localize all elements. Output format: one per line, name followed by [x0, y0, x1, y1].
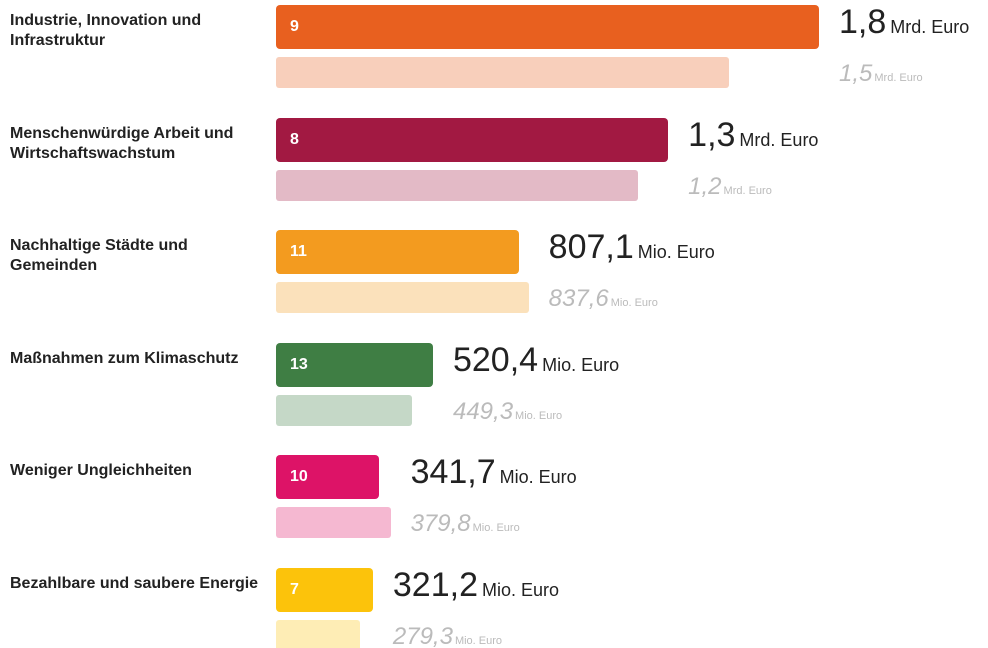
category-label: Nachhaltige Städte und Gemeinden: [10, 237, 188, 275]
value-number: 341,7: [410, 453, 496, 492]
value-unit: Mio. Euro: [481, 580, 560, 600]
value-unit: Mio. Euro: [542, 354, 620, 375]
bar: 7: [276, 568, 373, 612]
previous-value-unit: Mio. Euro: [454, 635, 503, 647]
previous-bar: [276, 620, 361, 648]
previous-value-unit: Mio. Euro: [472, 522, 520, 535]
previous-value-number: 279,3: [392, 623, 453, 648]
value-number: 520,4: [452, 340, 539, 379]
value-number: 1,3: [688, 115, 736, 154]
goal-number: 9: [290, 18, 299, 35]
previous-value-label: 1,2 Mrd. Euro: [688, 173, 772, 201]
value-unit: Mrd. Euro: [890, 17, 970, 37]
category-label: Bezahlbare und saubere Energie: [10, 575, 259, 592]
value-label: 341,7 Mio. Euro: [411, 453, 577, 492]
value-number: 807,1: [548, 228, 634, 267]
value-number: 321,2: [392, 566, 478, 604]
bar: 13: [276, 342, 433, 387]
goal-number: 11: [290, 243, 307, 261]
goal-number: 7: [290, 581, 299, 598]
value-label: 321,2 Mio. Euro: [393, 566, 559, 605]
previous-bar: [276, 169, 638, 201]
goal-number: 10: [290, 468, 308, 486]
category-label: Weniger Ungleichheiten: [10, 462, 192, 480]
previous-bar: [276, 57, 729, 88]
previous-value-label: 449,3 Mio. Euro: [453, 398, 562, 426]
previous-value-label: 837,6 Mio. Euro: [549, 285, 658, 313]
previous-value-unit: Mio. Euro: [515, 409, 563, 422]
previous-value-number: 1,2: [688, 172, 722, 200]
value-number: 1,8: [839, 3, 887, 41]
previous-value-label: 1,5 Mrd. Euro: [839, 60, 923, 88]
goal-number: 13: [290, 355, 308, 373]
value-unit: Mio. Euro: [637, 242, 715, 263]
previous-value-number: 837,6: [548, 285, 609, 313]
previous-value-unit: Mrd. Euro: [874, 72, 923, 84]
previous-bar: [276, 507, 391, 539]
value-label: 520,4 Mio. Euro: [453, 341, 619, 380]
value-unit: Mio. Euro: [499, 467, 577, 488]
goal-number: 8: [290, 130, 299, 148]
category-label: Maßnahmen zum Klimaschutz: [10, 349, 239, 367]
previous-value-label: 379,8 Mio. Euro: [411, 510, 520, 538]
bar: 9: [276, 5, 819, 49]
value-label: 1,8 Mrd. Euro: [839, 3, 969, 42]
bar: 10: [276, 455, 380, 500]
category-label: Menschenwürdige Arbeit und Wirtschaftswa…: [10, 124, 234, 162]
previous-value-number: 379,8: [410, 510, 471, 538]
bar: 8: [276, 117, 669, 162]
value-unit: Mrd. Euro: [739, 129, 819, 150]
previous-value-number: 1,5: [839, 60, 873, 87]
previous-value-unit: Mrd. Euro: [723, 184, 772, 197]
previous-value-label: 279,3 Mio. Euro: [393, 623, 502, 648]
previous-bar: [276, 282, 529, 314]
previous-value-unit: Mio. Euro: [610, 297, 658, 310]
value-label: 1,3 Mrd. Euro: [688, 116, 818, 155]
bar: 11: [276, 230, 520, 275]
previous-value-number: 449,3: [452, 397, 514, 425]
value-label: 807,1 Mio. Euro: [549, 228, 715, 267]
previous-bar: [276, 394, 412, 426]
category-label: Industrie, Innovation und Infrastruktur: [10, 12, 202, 49]
